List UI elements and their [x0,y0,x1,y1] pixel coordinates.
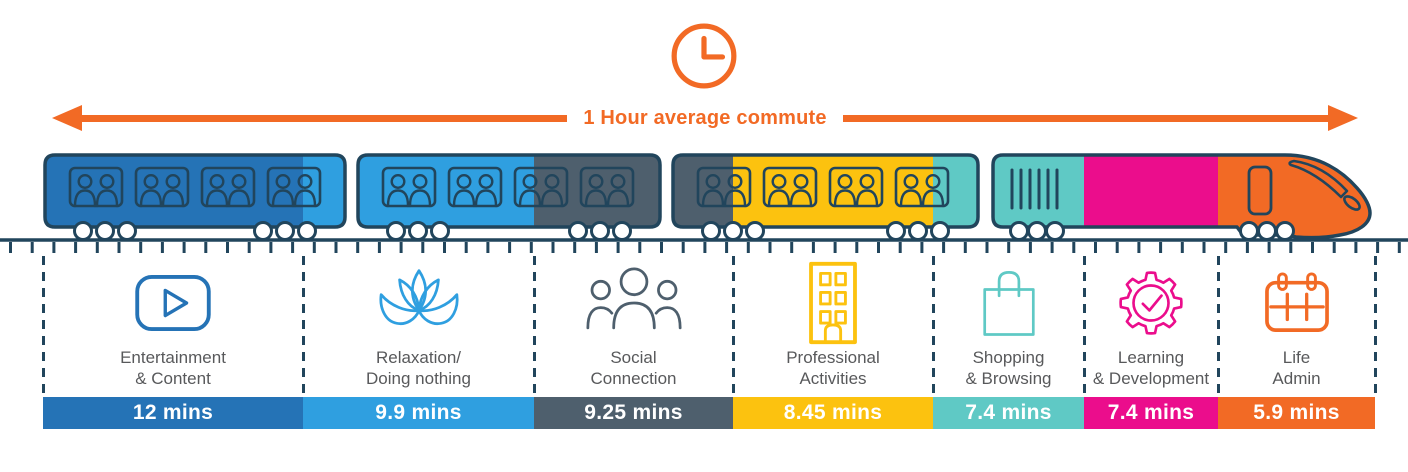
train-locomotive [991,153,1372,241]
railway-track [0,238,1408,253]
people-icon [534,260,733,347]
column-separator [731,256,735,397]
activity-label: Learning & Development [1092,347,1210,389]
duration-bar-social: 9.25 mins [534,397,733,429]
column-separator [931,256,935,397]
activity-label: Shopping & Browsing [965,347,1052,389]
activity-column-life-admin: Life Admin [1218,256,1375,397]
activity-column-professional: Professional Activities [733,256,933,397]
play-icon [43,260,303,347]
train-car-1 [43,153,347,241]
activity-column-social: Social Connection [534,256,733,397]
arrow-line-left [82,114,568,122]
activity-column-learning: Learning & Development [1084,256,1218,397]
activity-label: Professional Activities [786,347,880,389]
activity-column-relaxation: Relaxation/ Doing nothing [303,256,534,397]
activity-label: Entertainment & Content [120,347,226,389]
clock-icon [671,23,737,89]
commute-span-arrow: 1 Hour average commute [52,103,1358,133]
shopping-bag-icon [933,260,1084,347]
activity-column-entertainment: Entertainment & Content [43,256,303,397]
duration-bar-professional: 8.45 mins [733,397,933,429]
activity-label: Social Connection [590,347,677,389]
column-separator [532,256,536,397]
column-separator [41,256,45,397]
lotus-icon [303,260,534,347]
activity-label: Relaxation/ Doing nothing [366,347,471,389]
column-separator [1373,256,1377,397]
train-track-illustration [0,153,1408,253]
duration-bar-learning: 7.4 mins [1084,397,1218,429]
calendar-icon [1218,260,1375,347]
activity-label: Life Admin [1272,347,1321,389]
column-separator [301,256,305,397]
duration-bar-relaxation: 9.9 mins [303,397,534,429]
duration-bar-life-admin: 5.9 mins [1218,397,1375,429]
arrow-left-icon [52,105,82,131]
activity-column-shopping: Shopping & Browsing [933,256,1084,397]
duration-bar-shopping: 7.4 mins [933,397,1084,429]
duration-bar-entertainment: 12 mins [43,397,303,429]
train-car-2 [356,153,662,241]
column-separator [1216,256,1220,397]
arrow-right-icon [1328,105,1358,131]
building-icon [733,260,933,347]
page-title: 1 Hour average commute [583,106,827,129]
train-car-3 [671,153,980,241]
column-separator [1082,256,1086,397]
arrow-line-right [842,114,1328,122]
gear-check-icon [1084,260,1218,347]
